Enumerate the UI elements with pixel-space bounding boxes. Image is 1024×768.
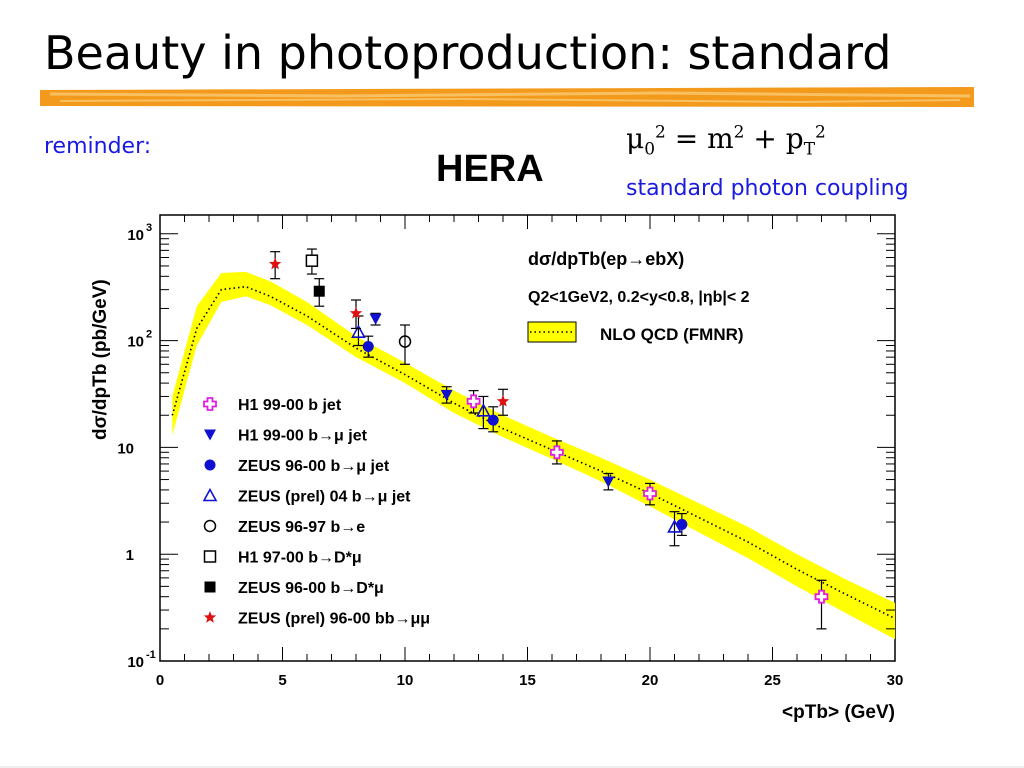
chart-cuts: Q2<1GeV2, 0.2<y<0.8, |ηb|< 2: [528, 289, 750, 306]
data-point-zeus-prel-04-b-jet: [476, 395, 491, 430]
data-point-zeus-96-97-b-e: [398, 324, 412, 365]
data-point-zeus-96-00-b-jet: [362, 335, 374, 358]
coupling-note: standard photon coupling: [626, 176, 909, 201]
legend-label-zeus-96-00-b-d: ZEUS 96-00 b→D*μ: [238, 580, 384, 597]
data-point-zeus-96-00-b-jet: [487, 406, 499, 433]
data-marker: [369, 313, 382, 325]
x-tick-label: 20: [642, 672, 659, 689]
data-marker: [305, 254, 319, 267]
legend-marker-zeus-prel-04-b-jet: [202, 487, 218, 502]
data-marker: [487, 414, 499, 426]
legend-marker-h1-97-00-b-d: [203, 550, 217, 563]
legend-label-zeus-prel-04-b-jet: ZEUS (prel) 04 b→μ jet: [238, 489, 411, 506]
y-tick-label: 10: [117, 440, 134, 457]
data-point-h1-99-00-b-jet: [440, 386, 453, 404]
data-point-zeus-prel-04-b-jet: [667, 511, 682, 547]
x-tick-label: 10: [397, 672, 414, 689]
scale-formula: μ02 = m2 + pT2: [626, 122, 826, 160]
data-marker: [676, 518, 688, 530]
y-tick-label: 10: [127, 654, 144, 671]
x-axis-label: <pTb> (GeV): [782, 702, 895, 723]
legend-marker-h1-99-00-b-jet: [204, 429, 216, 441]
data-point-zeus-96-00-b-d: [313, 278, 325, 307]
y-axis-label: dσ/dpTb (pb/GeV): [90, 279, 111, 440]
y-tick-exponent: 3: [146, 222, 152, 234]
y-tick-label: 1: [126, 547, 134, 564]
legend-marker-h1-99-00-b-jet: [203, 397, 217, 411]
nlo-qcd-central-line: [171, 285, 896, 620]
legend-marker-zeus-prel-96-00-bb: [203, 611, 217, 623]
x-tick-label: 5: [278, 672, 286, 689]
y-tick-exponent: 2: [146, 329, 152, 341]
data-point-zeus-prel-96-00-bb: [349, 299, 363, 330]
band-legend-label: NLO QCD (FMNR): [600, 325, 744, 344]
chart-title: dσ/dpTb(ep→ebX): [528, 249, 684, 269]
data-marker: [667, 519, 682, 533]
data-point-zeus-prel-04-b-jet: [351, 315, 366, 347]
legend-label-zeus-96-97-b-e: ZEUS 96-97 b→e: [238, 519, 365, 536]
x-tick-label: 30: [887, 672, 904, 689]
data-point-zeus-96-00-b-jet: [676, 512, 688, 536]
title-underline-bar: [40, 87, 974, 107]
slide-title: Beauty in photoproduction: standard: [44, 26, 892, 80]
data-marker: [496, 394, 510, 407]
data-marker: [466, 394, 481, 409]
y-tick-label: 10: [127, 227, 144, 244]
legend-label-h1-99-00-b-jet: H1 99-00 b→μ jet: [238, 428, 368, 445]
legend-label-h1-97-00-b-d: H1 97-00 b→D*μ: [238, 550, 362, 567]
data-marker: [476, 403, 491, 417]
x-tick-label: 0: [156, 672, 164, 689]
legend-marker-zeus-96-00-b-d: [204, 581, 216, 593]
data-marker: [349, 306, 363, 319]
legend-label-h1-99-00-b-jet: H1 99-00 b jet: [238, 397, 342, 414]
data-marker: [398, 335, 412, 348]
data-point-h1-99-00-b-jet: [814, 579, 829, 630]
legend-label-zeus-prel-96-00-bb: ZEUS (prel) 96-00 bb→μμ: [238, 611, 430, 628]
data-point-h1-99-00-b-jet: [550, 440, 564, 465]
data-marker: [602, 476, 615, 488]
x-tick-label: 15: [519, 672, 536, 689]
y-tick-label: 10: [127, 334, 144, 351]
data-point-h1-99-00-b-jet: [466, 390, 481, 414]
legend-marker-zeus-96-00-b-jet: [204, 459, 216, 471]
data-marker: [814, 589, 829, 604]
data-point-h1-97-00-b-d: [305, 248, 319, 275]
legend-marker-zeus-96-97-b-e: [203, 519, 217, 533]
data-marker: [269, 257, 282, 270]
data-point-h1-99-00-b-jet: [643, 482, 657, 506]
data-marker: [313, 285, 325, 297]
data-marker: [550, 445, 564, 460]
reminder-label: reminder:: [44, 134, 152, 159]
x-tick-label: 25: [764, 672, 781, 689]
data-marker: [440, 389, 453, 401]
band-legend-swatch: [527, 321, 577, 343]
data-point-zeus-prel-96-00-bb: [496, 388, 510, 416]
data-marker: [643, 486, 657, 501]
legend-label-zeus-96-00-b-jet: ZEUS 96-00 b→μ jet: [238, 458, 390, 475]
data-point-zeus-prel-96-00-bb: [269, 251, 282, 280]
y-tick-exponent: -1: [146, 649, 156, 661]
data-marker: [351, 324, 366, 338]
data-marker: [362, 341, 374, 353]
data-point-h1-99-00-b-jet: [602, 472, 615, 491]
footer-divider: [0, 766, 1024, 768]
hera-label: HERA: [436, 148, 544, 190]
data-point-h1-99-00-b-jet: [369, 312, 382, 326]
